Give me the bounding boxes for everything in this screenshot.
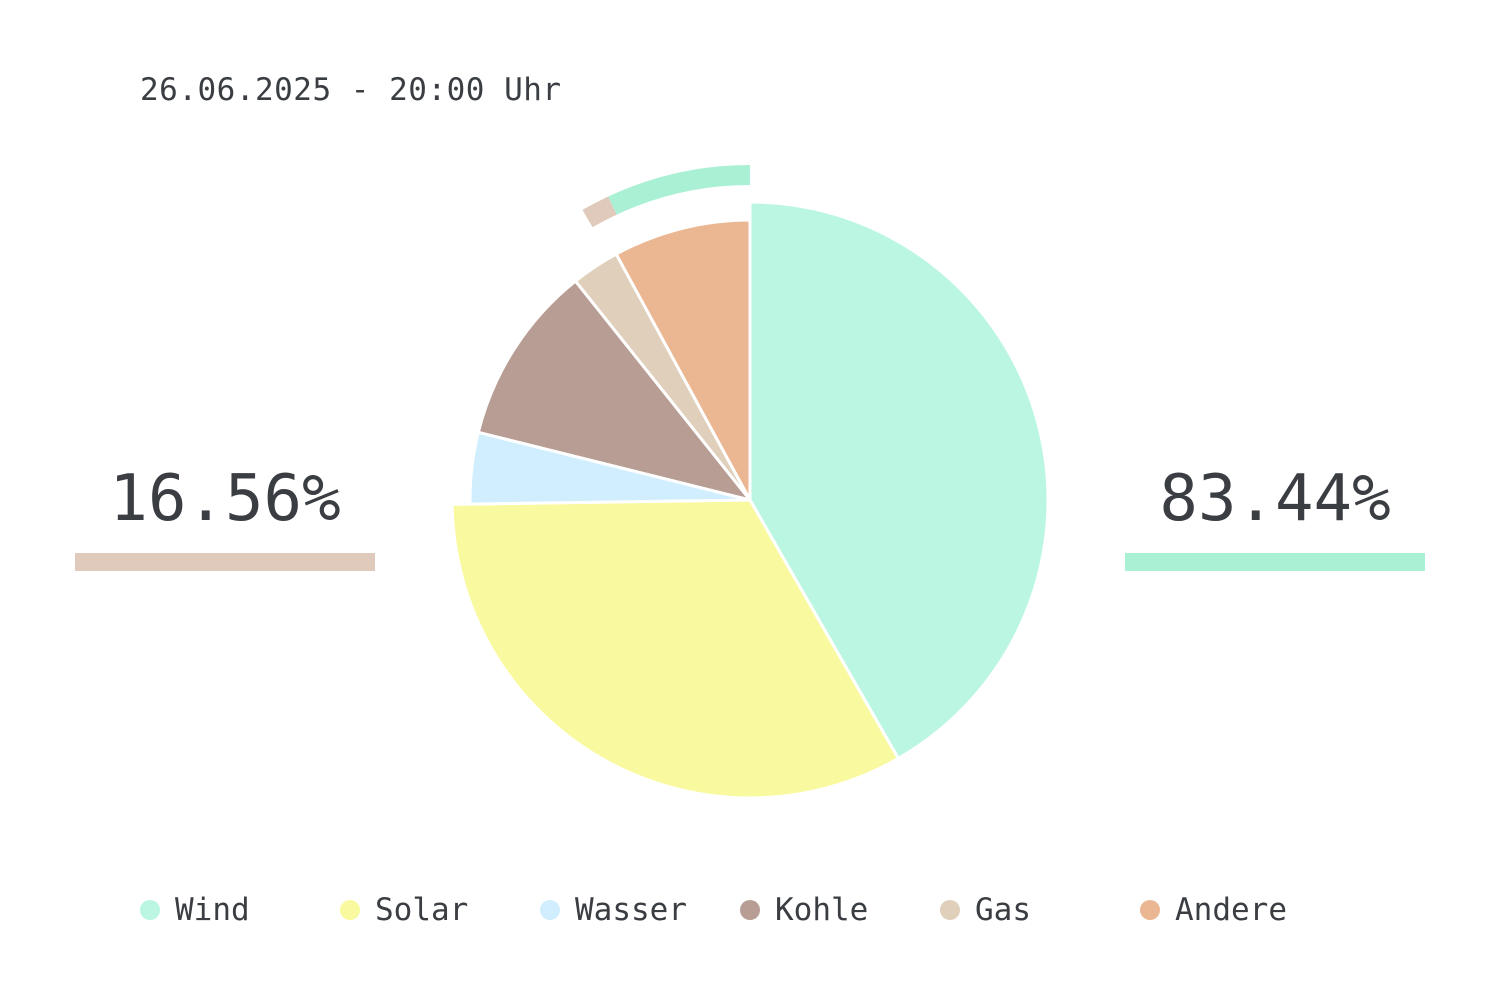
outer-arc-non-renewable <box>582 196 617 228</box>
legend-dot-icon <box>340 900 360 920</box>
legend-dot-icon <box>940 900 960 920</box>
legend-label: Gas <box>975 892 1031 928</box>
legend-dot-icon <box>540 900 560 920</box>
pie-slice-kohle <box>476 279 752 502</box>
pie-slice-solar <box>450 498 900 800</box>
legend-label: Kohle <box>775 892 869 928</box>
legend-item-wasser: Wasser <box>540 890 687 930</box>
renewable-bar <box>1125 553 1425 571</box>
legend-dot-icon <box>1140 900 1160 920</box>
legend-dot-icon <box>740 900 760 920</box>
legend-item-andere: Andere <box>1140 890 1287 930</box>
chart-timestamp: 26.06.2025 - 20:00 Uhr <box>140 72 562 108</box>
non-renewable-percentage: 16.56% <box>109 462 341 536</box>
non-renewable-bar <box>75 553 375 571</box>
legend-label: Solar <box>375 892 469 928</box>
legend-label: Wind <box>175 892 250 928</box>
renewable-share-arc <box>582 165 751 228</box>
legend-dot-icon <box>140 900 160 920</box>
pie-slice-wind <box>748 200 1050 760</box>
legend-item-gas: Gas <box>940 890 1031 930</box>
outer-arc-renewable <box>608 165 751 215</box>
legend-label: Wasser <box>575 892 687 928</box>
pie-slices <box>450 200 1050 800</box>
renewable-percentage: 83.44% <box>1159 462 1391 536</box>
pie-slice-andere <box>614 218 752 502</box>
legend-item-solar: Solar <box>340 890 468 930</box>
legend-label: Andere <box>1175 892 1287 928</box>
legend-item-wind: Wind <box>140 890 250 930</box>
legend-item-kohle: Kohle <box>740 890 868 930</box>
